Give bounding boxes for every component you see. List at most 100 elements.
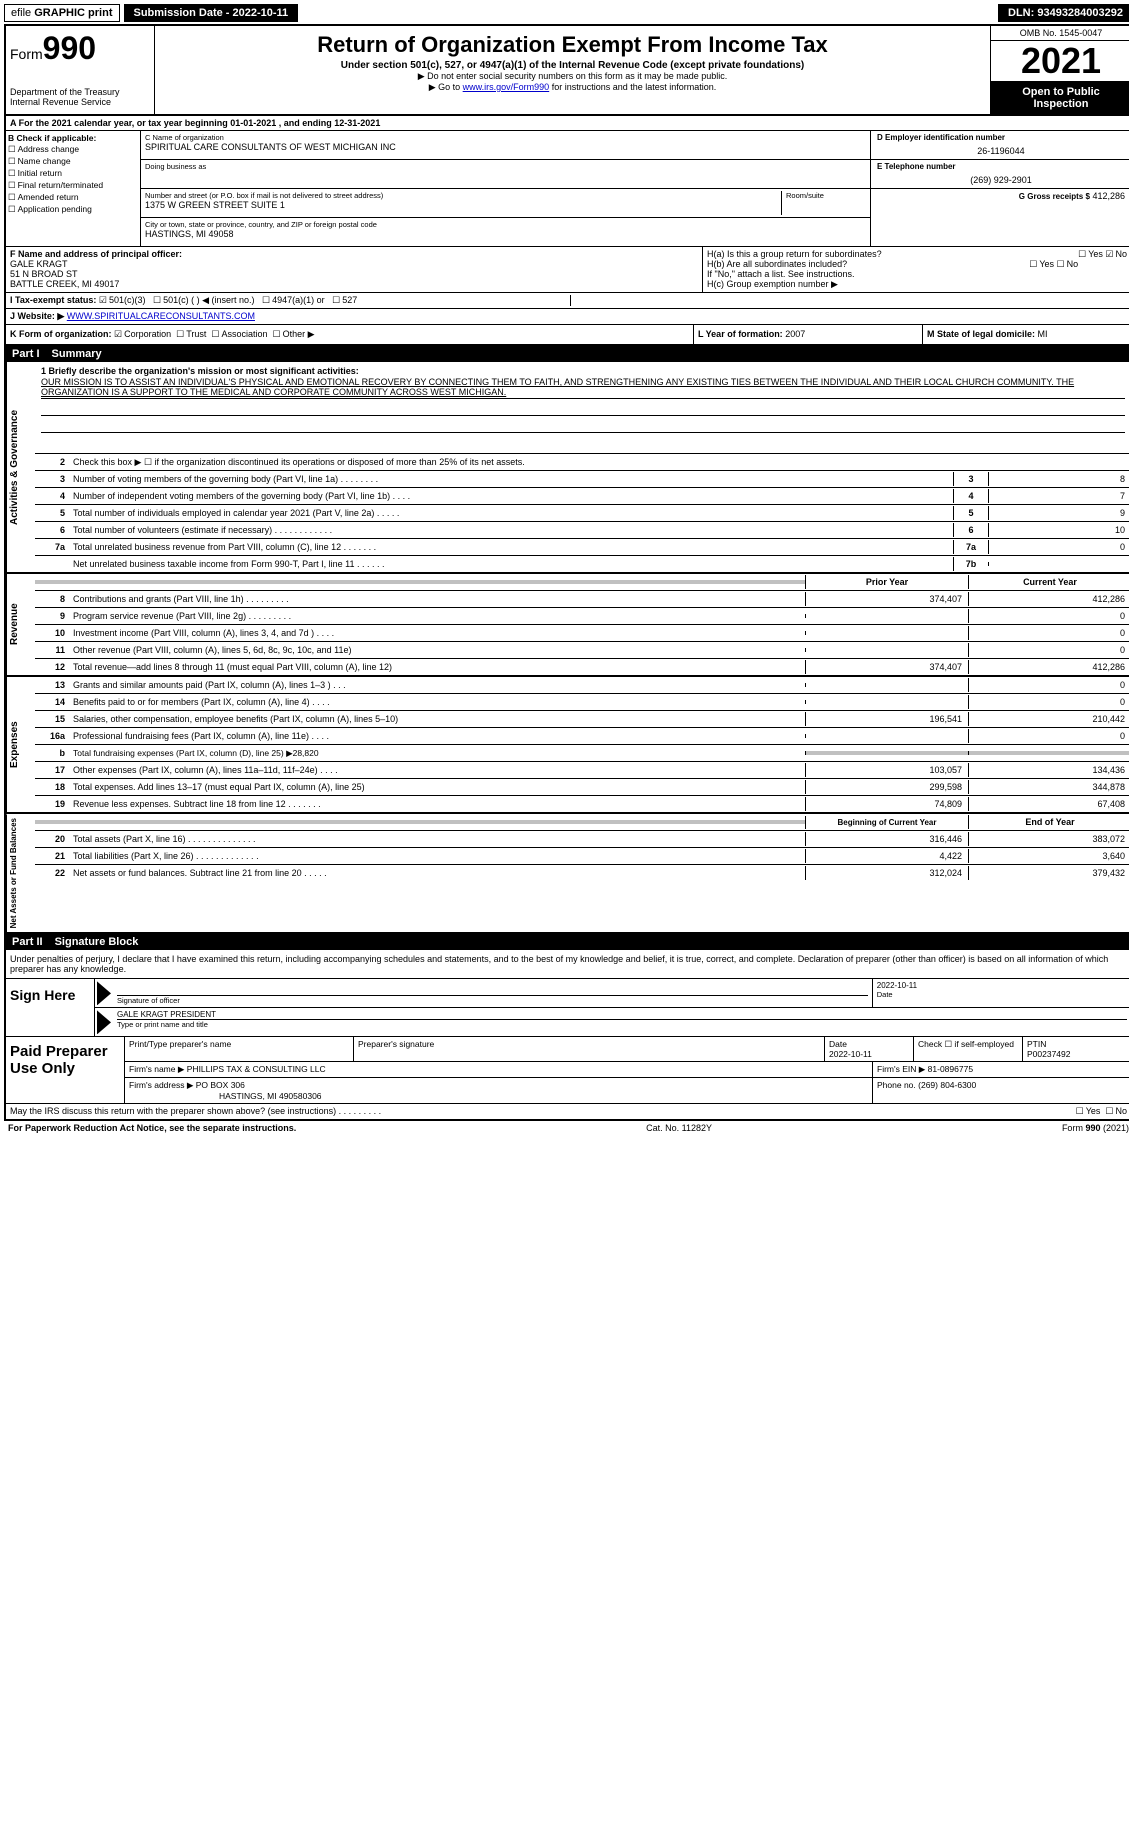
paid-preparer-fields: Print/Type preparer's name Preparer's si… [125, 1037, 1129, 1103]
form-number: 990 [43, 30, 96, 66]
paid-preparer-label: Paid Preparer Use Only [6, 1037, 125, 1103]
l20-num: 20 [35, 832, 69, 846]
ha-row: H(a) Is this a group return for subordin… [707, 249, 1127, 259]
cb-address-change[interactable]: Address change [8, 144, 138, 155]
cb-501c3[interactable] [99, 295, 109, 305]
l8-current: 412,286 [968, 592, 1129, 606]
irs-label: Internal Revenue Service [10, 97, 150, 107]
l16a-num: 16a [35, 729, 69, 743]
efile-print[interactable]: print [88, 7, 112, 19]
cb-4947[interactable] [262, 295, 272, 305]
submission-date-button[interactable]: Submission Date - 2022-10-11 [124, 4, 299, 22]
phone-value: (269) 929-2901 [877, 171, 1125, 185]
line-10: 10 Investment income (Part VIII, column … [35, 625, 1129, 642]
irs-link[interactable]: www.irs.gov/Form990 [463, 82, 550, 92]
hb-yes-checkbox[interactable] [1029, 259, 1039, 269]
sig-date-label: Date [877, 990, 1127, 999]
field-gross: G Gross receipts $ 412,286 [871, 189, 1129, 217]
cb-initial-return[interactable]: Initial return [8, 168, 138, 179]
signature-block: Under penalties of perjury, I declare th… [6, 950, 1129, 1119]
omb-number: OMB No. 1545-0047 [991, 26, 1129, 41]
dba-label: Doing business as [145, 162, 866, 171]
line-6: 6 Total number of volunteers (estimate i… [35, 522, 1129, 539]
revenue-section: Revenue Prior Year Current Year 8 Contri… [6, 574, 1129, 677]
row-k-form-org: K Form of organization: Corporation Trus… [6, 325, 694, 344]
l22-prior: 312,024 [805, 866, 968, 880]
l10-prior [805, 631, 968, 635]
l19-desc: Revenue less expenses. Subtract line 18 … [69, 797, 805, 811]
line5-desc: Total number of individuals employed in … [69, 506, 953, 520]
hdr-blank-num [35, 580, 69, 584]
arrow-icon-2 [97, 1010, 111, 1034]
l16b-desc: Total fundraising expenses (Part IX, col… [69, 746, 805, 761]
line6-desc: Total number of volunteers (estimate if … [69, 523, 953, 537]
part2-label: Part II [12, 936, 43, 948]
l9-current: 0 [968, 609, 1129, 623]
cb-501c[interactable] [153, 295, 163, 305]
field-street: Number and street (or P.O. box if mail i… [141, 189, 870, 218]
cb-association[interactable] [211, 329, 221, 339]
may-irs-no-checkbox[interactable] [1105, 1106, 1115, 1116]
page-footer: For Paperwork Reduction Act Notice, see … [4, 1121, 1129, 1135]
cb-corporation[interactable] [114, 329, 124, 339]
room-label: Room/suite [786, 191, 866, 200]
cb-trust[interactable] [176, 329, 186, 339]
l15-current: 210,442 [968, 712, 1129, 726]
expenses-section: Expenses 13 Grants and similar amounts p… [6, 677, 1129, 814]
section-bcd: B Check if applicable: Address change Na… [6, 131, 1129, 247]
l12-num: 12 [35, 660, 69, 674]
l11-desc: Other revenue (Part VIII, column (A), li… [69, 643, 805, 657]
cb-final-return[interactable]: Final return/terminated [8, 180, 138, 191]
website-link[interactable]: WWW.SPIRITUALCARECONSULTANTS.COM [67, 311, 255, 322]
cb-other[interactable] [273, 329, 283, 339]
city-value: HASTINGS, MI 49058 [145, 229, 866, 239]
l16a-desc: Professional fundraising fees (Part IX, … [69, 729, 805, 743]
net-content: Beginning of Current Year End of Year 20… [35, 814, 1129, 932]
line7a-box: 7a [953, 540, 988, 554]
line3-num: 3 [35, 472, 69, 486]
row-l-year: L Year of formation: 2007 [694, 325, 923, 344]
sig-officer-cell: Signature of officer [113, 979, 873, 1007]
line-11: 11 Other revenue (Part VIII, column (A),… [35, 642, 1129, 659]
mission-label: 1 Briefly describe the organization's mi… [41, 366, 1125, 376]
hdr-blank-desc [69, 580, 805, 584]
prep-selfemp-label: Check ☐ if self-employed [918, 1039, 1018, 1050]
side-label-revenue: Revenue [6, 574, 35, 675]
line4-desc: Number of independent voting members of … [69, 489, 953, 503]
paid-line-3: Firm's address ▶ PO BOX 306 HASTINGS, MI… [125, 1078, 1129, 1103]
l16b-current-shaded [968, 751, 1129, 755]
line-18: 18 Total expenses. Add lines 13–17 (must… [35, 779, 1129, 796]
col-c-org-info: C Name of organization SPIRITUAL CARE CO… [141, 131, 871, 246]
ein-value: 26-1196044 [877, 142, 1125, 156]
cb-application-pending[interactable]: Application pending [8, 204, 138, 215]
sig-date-value: 2022-10-11 [877, 981, 1127, 990]
ha-yes-checkbox[interactable] [1078, 249, 1088, 259]
may-irs-no: No [1115, 1106, 1127, 1116]
l14-num: 14 [35, 695, 69, 709]
paid-line-2: Firm's name ▶ PHILLIPS TAX & CONSULTING … [125, 1062, 1129, 1078]
sig-officer-line[interactable] [117, 981, 868, 996]
cb-527[interactable] [332, 295, 342, 305]
l16a-current: 0 [968, 729, 1129, 743]
l20-desc: Total assets (Part X, line 16) . . . . .… [69, 832, 805, 846]
sig-date-cell: 2022-10-11 Date [873, 979, 1129, 1007]
current-year-header: Current Year [968, 575, 1129, 589]
ha-no-checkbox[interactable] [1105, 249, 1115, 259]
field-ein: D Employer identification number 26-1196… [871, 131, 1129, 160]
l12-current: 412,286 [968, 660, 1129, 674]
line5-box: 5 [953, 506, 988, 520]
sig-officer-row: Signature of officer 2022-10-11 Date [95, 979, 1129, 1008]
line3-desc: Number of voting members of the governin… [69, 472, 953, 486]
hb-no-checkbox[interactable] [1057, 259, 1067, 269]
row-i-tax-status: I Tax-exempt status: 501(c)(3) 501(c) ( … [6, 293, 1129, 309]
cb-name-change[interactable]: Name change [8, 156, 138, 167]
may-irs-yes-checkbox[interactable] [1076, 1106, 1086, 1116]
form-word: Form [10, 46, 43, 62]
cb-amended-return[interactable]: Amended return [8, 192, 138, 203]
paid-preparer-row: Paid Preparer Use Only Print/Type prepar… [6, 1037, 1129, 1104]
end-year-header: End of Year [968, 815, 1129, 829]
l22-current: 379,432 [968, 866, 1129, 880]
part1-label: Part I [12, 348, 40, 360]
street-label: Number and street (or P.O. box if mail i… [145, 191, 781, 200]
row-klm: K Form of organization: Corporation Trus… [6, 325, 1129, 346]
